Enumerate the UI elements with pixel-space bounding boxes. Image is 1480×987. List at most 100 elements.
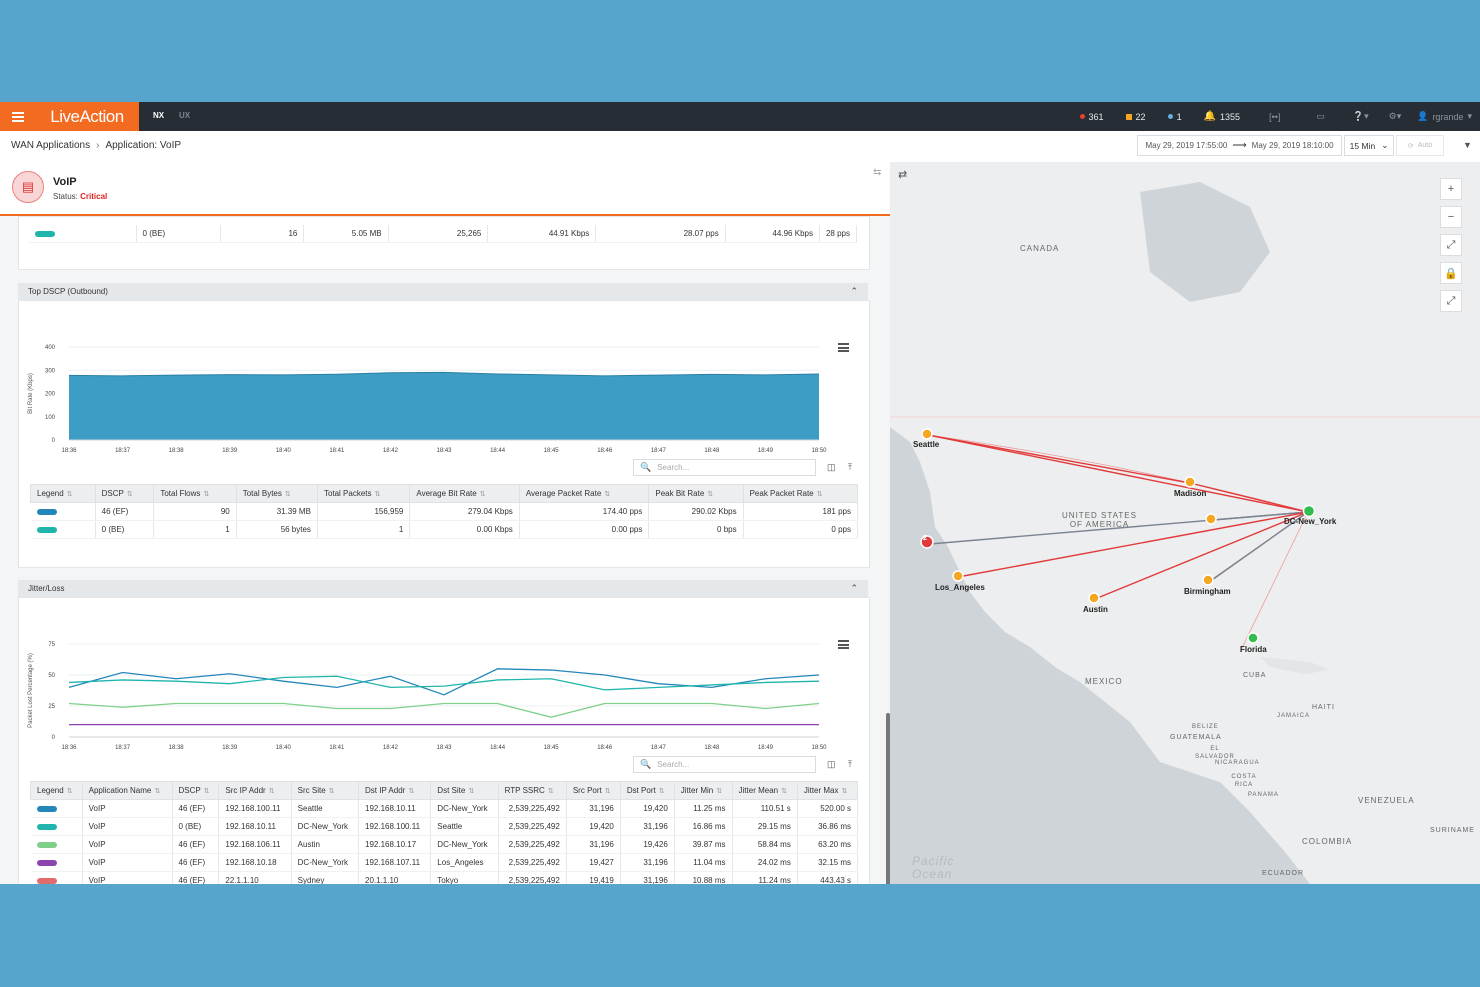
swap-icon[interactable]: ⇆ — [873, 167, 882, 178]
sort-icon[interactable]: ⇅ — [841, 788, 848, 795]
sort-icon[interactable]: ⇅ — [284, 491, 291, 498]
sort-icon[interactable]: ⇅ — [716, 788, 723, 795]
zoom-out-button[interactable]: − — [1440, 206, 1462, 228]
dscp-panel-header[interactable]: Top DSCP (Outbound) ⌃ — [18, 283, 868, 300]
notifications[interactable]: 🔔 1355 — [1193, 111, 1251, 122]
column-header[interactable]: Src IP Addr ⇅ — [218, 781, 292, 800]
settings-icon[interactable]: ⚙▾ — [1388, 111, 1402, 121]
site-node-los-angeles[interactable] — [952, 570, 964, 582]
sort-icon[interactable]: ⇅ — [268, 788, 275, 795]
table-row[interactable]: 0 (BE) 16 5.05 MB 25,265 44.91 Kbps 28.0… — [29, 225, 858, 243]
help-icon[interactable]: ❔▾ — [1352, 111, 1369, 121]
column-header[interactable]: Legend ⇅ — [30, 781, 83, 800]
sort-icon[interactable]: ⇅ — [468, 788, 475, 795]
column-header[interactable]: Application Name ⇅ — [81, 781, 173, 800]
chart-menu-icon[interactable] — [838, 640, 849, 649]
expand-button[interactable]: [••] — [1269, 111, 1281, 122]
user-menu[interactable]: 👤 rgrande ▾ — [1411, 111, 1480, 122]
site-cluster-badge[interactable] — [920, 535, 934, 549]
column-header[interactable]: Jitter Min ⇅ — [673, 781, 733, 800]
jitter-panel-header[interactable]: Jitter/Loss ⌃ — [18, 580, 868, 597]
chevron-up-icon[interactable]: ⌃ — [850, 583, 858, 593]
table-row[interactable]: 0 (BE) 1 56 bytes 1 0.00 Kbps 0.00 pps 0 bps 0 … — [30, 520, 859, 539]
site-node-madison[interactable] — [1184, 476, 1196, 488]
monitor-icon[interactable]: ▭ — [1316, 111, 1325, 121]
menu-icon[interactable] — [0, 102, 35, 131]
site-node-austin[interactable] — [1088, 592, 1100, 604]
tab-ux[interactable]: UX — [179, 111, 191, 120]
sort-icon[interactable]: ⇅ — [707, 491, 714, 498]
column-header[interactable]: Legend ⇅ — [30, 484, 96, 503]
table-row[interactable]: 46 (EF) 90 31.39 MB 156,959 279.04 Kbps 174.4… — [30, 502, 859, 521]
column-header[interactable]: Average Packet Rate ⇅ — [518, 484, 650, 503]
scrollbar[interactable] — [886, 713, 890, 884]
critical-alerts[interactable]: 361 — [1069, 112, 1115, 122]
column-header[interactable]: RTP SSRC ⇅ — [497, 781, 567, 800]
zoom-in-button[interactable]: + — [1440, 178, 1462, 200]
sort-icon[interactable]: ⇅ — [816, 491, 823, 498]
column-header[interactable]: Peak Bit Rate ⇅ — [648, 484, 744, 503]
sort-icon[interactable]: ⇅ — [658, 788, 665, 795]
column-header[interactable]: Src Site ⇅ — [290, 781, 360, 800]
swap-panels-icon[interactable]: ⇄ — [898, 169, 908, 181]
chart-menu-icon[interactable] — [838, 343, 849, 352]
column-header[interactable]: DSCP ⇅ — [171, 781, 220, 800]
site-node-dc-new-york[interactable] — [1302, 504, 1316, 518]
sort-icon[interactable]: ⇅ — [66, 491, 73, 498]
sort-icon[interactable]: ⇅ — [479, 491, 486, 498]
site-node-seattle[interactable] — [921, 428, 933, 440]
column-header[interactable]: Total Packets ⇅ — [316, 484, 411, 503]
column-header[interactable]: Jitter Mean ⇅ — [731, 781, 798, 800]
fit-bounds-icon[interactable]: ⤢ — [1440, 234, 1462, 256]
column-header[interactable]: Total Bytes ⇅ — [235, 484, 318, 503]
table-row[interactable]: VoIP 46 (EF) 192.168.10.18 DC-New_York 192.1… — [30, 853, 859, 872]
site-node-florida[interactable] — [1247, 632, 1259, 644]
auto-refresh-button[interactable]: ⟳ Auto — [1396, 135, 1444, 156]
sort-icon[interactable]: ⇅ — [547, 788, 554, 795]
table-row[interactable]: VoIP 46 (EF) 192.168.106.11 Austin 192.168.1… — [30, 835, 859, 854]
interval-select[interactable]: 15 Min ⌄ — [1344, 135, 1394, 156]
time-range-picker[interactable]: May 29, 2019 17:55:00 ⟶ May 29, 2019 18:… — [1137, 135, 1342, 156]
sort-icon[interactable]: ⇅ — [374, 491, 381, 498]
column-header[interactable]: Jitter Max ⇅ — [796, 781, 859, 800]
fullscreen-icon[interactable]: ⤢ — [1440, 290, 1462, 312]
sort-icon[interactable]: ⇅ — [154, 788, 161, 795]
sort-icon[interactable]: ⇅ — [604, 788, 611, 795]
table-row[interactable]: VoIP 0 (BE) 192.168.10.11 DC-New_York 192.16… — [30, 817, 859, 836]
table-row[interactable]: VoIP 46 (EF) 22.1.1.10 Sydney 20.1.1.10 Tokyo… — [30, 871, 859, 884]
breadcrumb-root[interactable]: WAN Applications — [11, 140, 91, 151]
chevron-up-icon[interactable]: ⌃ — [850, 286, 858, 296]
sort-icon[interactable]: ⇅ — [203, 491, 210, 498]
sort-icon[interactable]: ⇅ — [126, 491, 133, 498]
column-header[interactable]: Total Flows ⇅ — [153, 484, 237, 503]
jitter-search-input[interactable]: 🔍 Search... — [633, 756, 816, 773]
filter-icon[interactable]: ▼ — [1463, 140, 1472, 150]
site-node-cluster[interactable] — [1205, 513, 1217, 525]
site-node-birmingham[interactable] — [1202, 574, 1214, 586]
column-header[interactable]: Peak Packet Rate ⇅ — [742, 484, 859, 503]
site-map[interactable]: 2 Seattle Madison DC-New_York Los_Angele… — [890, 162, 1480, 884]
export-icon[interactable]: ⤒ — [848, 759, 852, 769]
column-header[interactable]: Dst Port ⇅ — [619, 781, 675, 800]
column-header[interactable]: DSCP ⇅ — [94, 484, 155, 503]
sort-icon[interactable]: ⇅ — [66, 788, 73, 795]
column-header[interactable]: Dst IP Addr ⇅ — [358, 781, 432, 800]
export-icon[interactable]: ⤒ — [848, 462, 852, 472]
column-header[interactable]: Average Bit Rate ⇅ — [409, 484, 520, 503]
tab-nx[interactable]: NX — [153, 111, 165, 120]
brand-logo[interactable]: LiveAction — [35, 102, 139, 131]
table-row[interactable]: VoIP 46 (EF) 192.168.100.11 Seattle 192.168.… — [30, 799, 859, 818]
dscp-search-input[interactable]: 🔍 Search... — [633, 459, 816, 476]
column-header[interactable]: Src Port ⇅ — [565, 781, 621, 800]
warning-alerts[interactable]: 22 — [1115, 112, 1157, 122]
column-header[interactable]: Dst Site ⇅ — [430, 781, 499, 800]
sort-icon[interactable]: ⇅ — [328, 788, 335, 795]
lock-icon[interactable]: 🔒 — [1440, 262, 1462, 284]
info-alerts[interactable]: 1 — [1157, 112, 1193, 122]
columns-icon[interactable]: ◫ — [827, 462, 836, 472]
columns-icon[interactable]: ◫ — [827, 759, 836, 769]
sort-icon[interactable]: ⇅ — [781, 788, 787, 795]
sort-icon[interactable]: ⇅ — [408, 788, 415, 795]
sort-icon[interactable]: ⇅ — [604, 491, 611, 498]
sort-icon[interactable]: ⇅ — [203, 788, 210, 795]
